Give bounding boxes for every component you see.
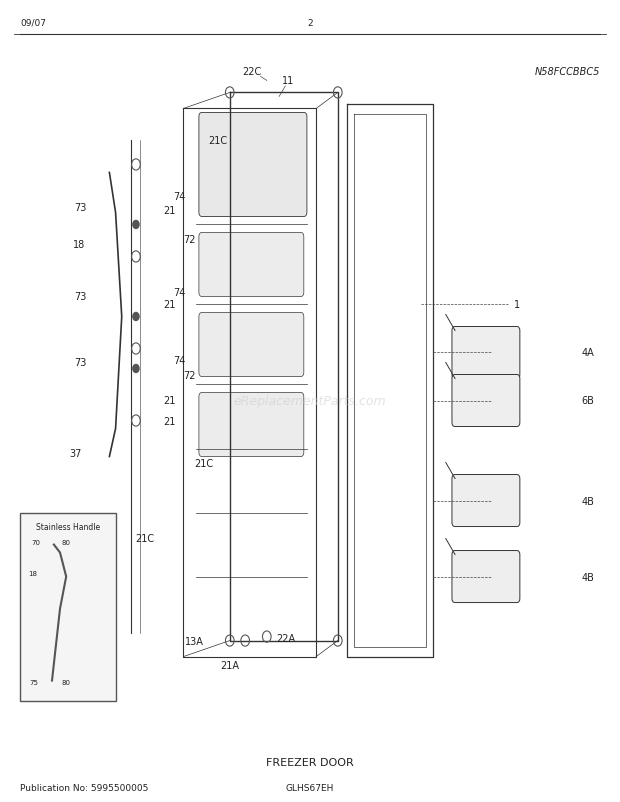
- Text: 22A: 22A: [276, 634, 295, 643]
- Text: 73: 73: [74, 358, 87, 367]
- Text: 21: 21: [163, 206, 175, 216]
- Text: 21C: 21C: [208, 136, 228, 146]
- FancyBboxPatch shape: [452, 475, 520, 527]
- Text: 18: 18: [28, 570, 37, 576]
- Text: 2: 2: [307, 18, 313, 28]
- Text: 4A: 4A: [582, 348, 595, 358]
- Text: 13A: 13A: [185, 636, 204, 646]
- Text: 80: 80: [62, 540, 71, 545]
- Text: GLHS67EH: GLHS67EH: [286, 783, 334, 792]
- Text: 21: 21: [163, 396, 175, 406]
- FancyBboxPatch shape: [452, 375, 520, 427]
- Text: 18: 18: [73, 240, 85, 250]
- Text: 73: 73: [74, 292, 87, 302]
- Text: 74: 74: [173, 356, 185, 366]
- Text: 70: 70: [31, 540, 40, 545]
- Circle shape: [133, 313, 139, 321]
- Text: 37: 37: [69, 448, 82, 458]
- Text: 21C: 21C: [194, 459, 213, 468]
- Text: N58FCCBBC5: N58FCCBBC5: [534, 67, 600, 77]
- Text: 80: 80: [62, 679, 71, 686]
- FancyBboxPatch shape: [199, 233, 304, 297]
- Text: 75: 75: [30, 679, 38, 686]
- Text: 21: 21: [163, 416, 175, 426]
- FancyBboxPatch shape: [199, 313, 304, 377]
- Bar: [20, 513, 115, 701]
- Text: Publication No: 5995500005: Publication No: 5995500005: [20, 783, 148, 792]
- Text: eReplacementParts.com: eReplacementParts.com: [234, 395, 386, 407]
- Text: 74: 74: [173, 192, 185, 202]
- Circle shape: [133, 221, 139, 229]
- Text: 74: 74: [173, 288, 185, 298]
- Text: 21C: 21C: [135, 533, 154, 544]
- Text: 09/07: 09/07: [20, 18, 46, 28]
- FancyBboxPatch shape: [452, 551, 520, 603]
- Text: 1: 1: [514, 300, 520, 310]
- Text: 73: 73: [74, 203, 87, 213]
- Text: 6B: 6B: [582, 396, 595, 406]
- Text: 21A: 21A: [221, 660, 239, 670]
- Circle shape: [133, 365, 139, 373]
- FancyBboxPatch shape: [199, 393, 304, 457]
- Text: 4B: 4B: [582, 572, 595, 581]
- Text: 21: 21: [163, 300, 175, 310]
- Text: 72: 72: [184, 234, 196, 245]
- FancyBboxPatch shape: [199, 113, 307, 217]
- Text: Stainless Handle: Stainless Handle: [36, 523, 100, 532]
- FancyBboxPatch shape: [452, 327, 520, 379]
- Text: 72: 72: [184, 371, 196, 380]
- Text: 11: 11: [282, 76, 294, 87]
- Text: 4B: 4B: [582, 496, 595, 506]
- Text: 22C: 22C: [242, 67, 262, 77]
- Text: FREEZER DOOR: FREEZER DOOR: [266, 756, 354, 767]
